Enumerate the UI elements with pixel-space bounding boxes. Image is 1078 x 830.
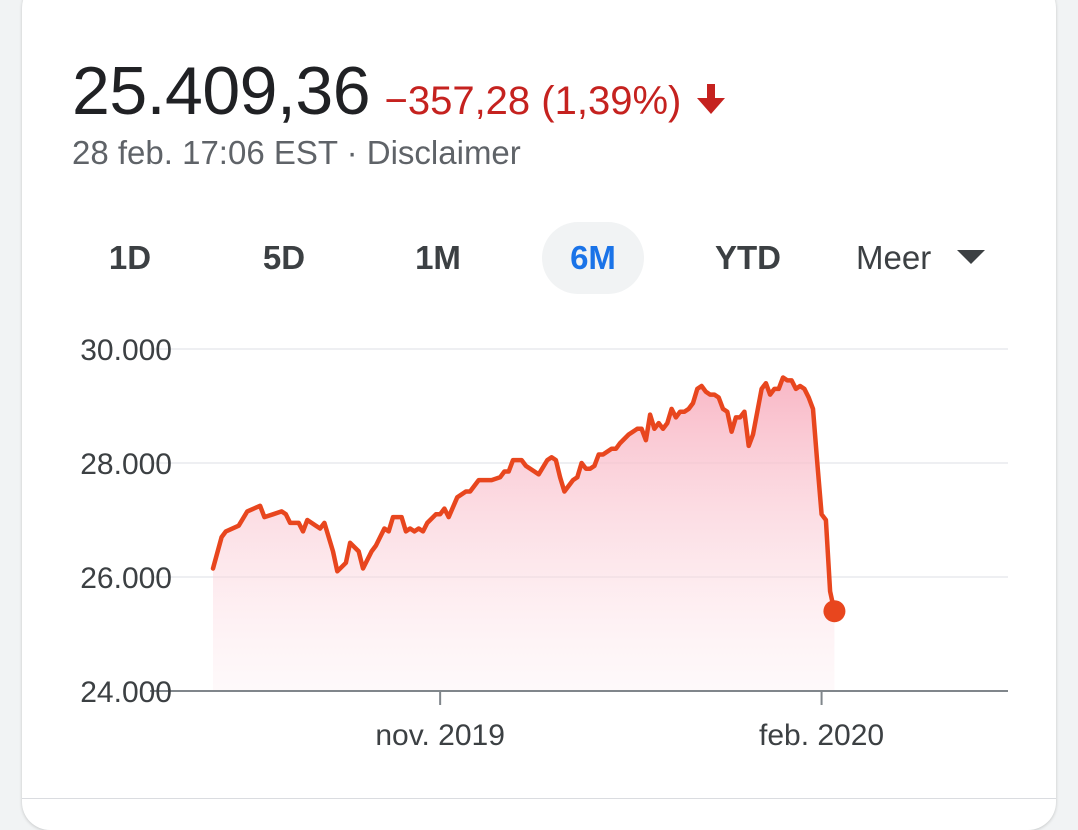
arrow-down-icon <box>696 84 726 121</box>
quote-timestamp: 28 feb. 17:06 EST <box>72 134 338 171</box>
disclaimer-link[interactable]: Disclaimer <box>366 134 521 171</box>
x-tick-label: nov. 2019 <box>375 719 505 752</box>
tab-1d[interactable]: 1D <box>108 239 152 276</box>
tab-ytd[interactable]: YTD <box>715 239 781 276</box>
tab-1m[interactable]: 1M <box>415 239 461 276</box>
more-dropdown[interactable]: Meer <box>856 222 986 294</box>
range-tabs: 1D 5D 1M 6M YTD Meer <box>0 222 1078 298</box>
y-tick-label: 28.000 <box>80 448 172 481</box>
quote-header: 25.409,36 −357,28 (1,39%) <box>72 52 726 130</box>
tab-5d[interactable]: 5D <box>262 239 306 276</box>
more-label: Meer <box>856 239 932 276</box>
x-tick-label: feb. 2020 <box>759 719 884 752</box>
price-change: −357,28 (1,39%) <box>384 79 682 123</box>
current-price: 25.409,36 <box>72 53 371 129</box>
separator-dot: · <box>346 134 358 171</box>
caret-down-icon <box>957 250 986 265</box>
area-fill <box>213 377 835 691</box>
y-tick-label: 30.000 <box>80 334 172 367</box>
last-point-marker <box>823 600 846 623</box>
card-divider <box>22 798 1056 799</box>
price-line <box>210 375 837 614</box>
tab-6m[interactable]: 6M <box>542 222 644 294</box>
y-tick-label: 26.000 <box>80 562 172 595</box>
y-tick-label: 24.000 <box>80 676 172 709</box>
price-chart: 30.000 28.000 26.000 24.000 nov. 2019 feb. 20… <box>80 334 1008 752</box>
quote-subline: 28 feb. 17:06 EST · Disclaimer <box>72 134 521 172</box>
